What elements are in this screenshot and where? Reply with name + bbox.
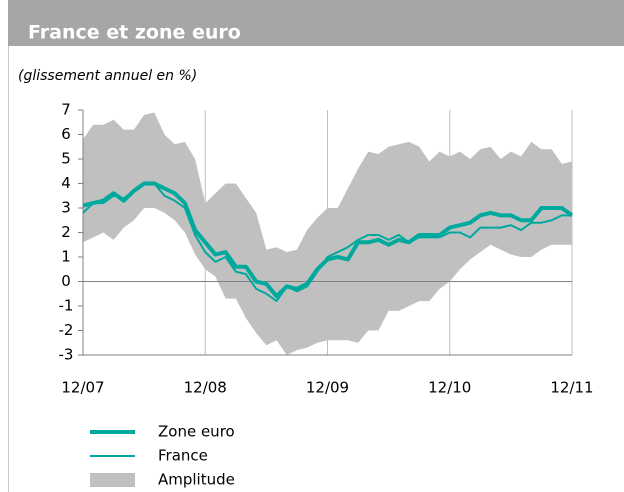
- y-tick-label: -2: [59, 321, 74, 339]
- y-tick-label: 4: [61, 174, 71, 192]
- y-tick-label: 3: [61, 199, 71, 217]
- x-tick-label: 12/07: [61, 379, 104, 397]
- legend-label: Amplitude: [158, 471, 235, 489]
- y-tick-label: 6: [61, 125, 71, 143]
- line: [82, 182, 572, 303]
- legend-label: France: [158, 447, 208, 465]
- x-tick-label: 12/10: [428, 379, 471, 397]
- y-tick-label: 7: [61, 101, 71, 119]
- chart-title: France et zone euro: [28, 22, 241, 44]
- y-tick-label: 5: [61, 150, 71, 168]
- legend-swatch: [90, 473, 135, 487]
- y-tick-label: 1: [61, 248, 71, 266]
- line: [82, 181, 574, 299]
- y-tick-label: -1: [59, 297, 74, 315]
- y-tick-label: 0: [61, 272, 71, 290]
- x-tick-label: 12/11: [550, 379, 593, 397]
- header-bar: [8, 0, 624, 46]
- y-tick-label: -3: [59, 346, 74, 364]
- legend-label: Zone euro: [158, 423, 235, 441]
- x-tick-label: 12/09: [306, 379, 349, 397]
- y-tick-label: 2: [61, 223, 71, 241]
- chart-subtitle: (glissement annuel en %): [18, 68, 197, 84]
- x-tick-label: 12/08: [184, 379, 227, 397]
